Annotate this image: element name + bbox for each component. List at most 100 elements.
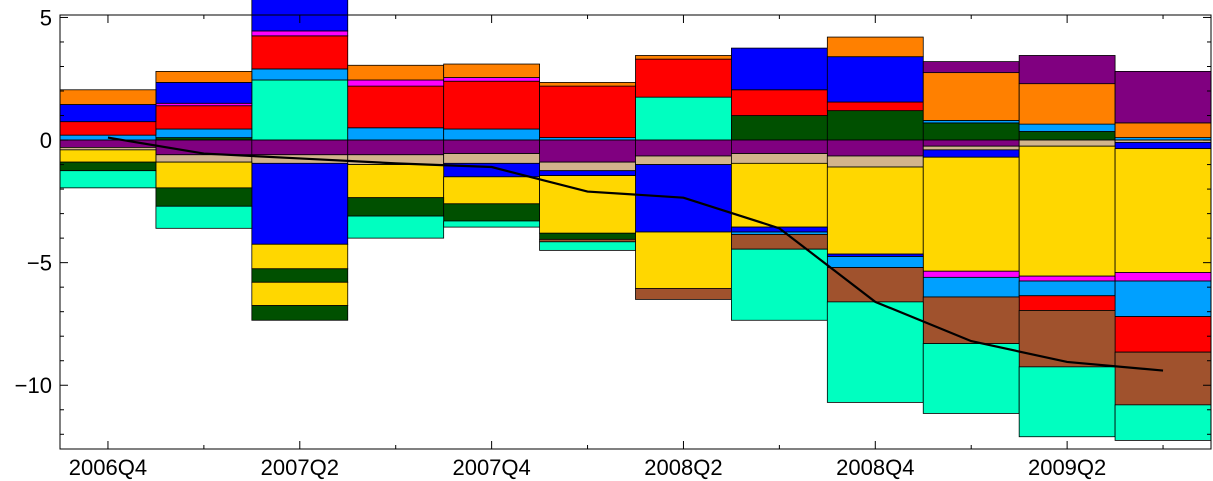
bar-segment-2007Q1-s3 <box>155 105 253 130</box>
bar-segment-2009Q1-s9 <box>922 145 1020 151</box>
bar-segment-2009Q2-s6 <box>1018 83 1116 125</box>
bar-segments <box>59 0 1212 441</box>
bar-segment-2008Q3-s11 <box>731 162 828 228</box>
bar-segment-2008Q3-s5 <box>731 47 828 91</box>
bar-segment-2008Q1-s6 <box>539 82 636 87</box>
bar-segment-2009Q1-s17 <box>922 296 1020 344</box>
total-line <box>107 136 1164 372</box>
bar-segment-2007Q2-s10 <box>251 162 349 245</box>
bar-segment-2007Q4-s6 <box>443 63 540 78</box>
bar-segment-2008Q2-s3 <box>635 58 732 98</box>
bar-segment-2008Q4-s1 <box>826 110 924 141</box>
bar-segment-2009Q2-s17 <box>1018 310 1116 368</box>
y-tick-label: 0 <box>40 128 52 153</box>
bar-segment-2006Q4-s6 <box>59 89 157 105</box>
bar-segment-2008Q3-s18 <box>731 248 828 321</box>
bar-segment-2009Q3-s18 <box>1114 404 1212 441</box>
x-axis: 2006Q4 2007Q2 2007Q4 2008Q2 2008Q4 2009Q2 <box>69 15 1164 480</box>
bar-segment-2008Q2-s0 <box>635 96 732 141</box>
bar-segment-2008Q2-s6 <box>635 55 732 60</box>
bar-segment-2008Q4-s6 <box>826 36 924 58</box>
bar-segment-2007Q2-s3 <box>251 35 349 70</box>
bar-segment-2008Q1-s18 <box>539 241 636 251</box>
bar-segment-2007Q4-s16 <box>443 203 540 222</box>
bar-segment-2007Q3-s8 <box>347 139 445 156</box>
bar-segment-2006Q4-s3 <box>59 121 157 136</box>
bar-segment-2009Q1-s12 <box>922 270 1020 278</box>
x-tick-label: 2008Q2 <box>644 455 722 480</box>
bar-segment-2007Q1-s18 <box>155 205 253 229</box>
bar-segment-2008Q1-s10 <box>539 170 636 176</box>
bar-segment-2009Q2-s14 <box>1018 280 1116 297</box>
bar-segment-2007Q2-s0 <box>251 79 349 141</box>
bar-segment-2009Q3-s12 <box>1114 272 1212 282</box>
bar-segment-2009Q1-s7 <box>922 61 1020 74</box>
bar-segment-2009Q2-s12 <box>1018 275 1116 282</box>
x-tick-label: 2009Q2 <box>1028 455 1106 480</box>
bar-segment-2007Q3-s4 <box>347 79 445 87</box>
bar-segment-2007Q4-s18 <box>443 220 540 228</box>
bar-segment-2008Q4-s9 <box>826 155 924 168</box>
bar-segment-2007Q2-s4 <box>251 30 349 37</box>
bar-segment-2008Q1-s16 <box>539 232 636 240</box>
bar-segment-2009Q2-s11 <box>1018 145 1116 277</box>
bar-segment-2007Q4-s9 <box>443 153 540 164</box>
bar-segment-2007Q3-s3 <box>347 85 445 129</box>
bar-segment-2008Q1-s3 <box>539 85 636 139</box>
bar-segment-2007Q3-s18 <box>347 215 445 239</box>
bar-segment-2009Q1-s10 <box>922 149 1020 158</box>
bar-segment-2008Q1-s11 <box>539 175 636 234</box>
bar-segment-2007Q3-s2 <box>347 127 445 141</box>
bar-segment-2009Q2-s15 <box>1018 295 1116 311</box>
bar-segment-2006Q4-s2 <box>59 134 157 141</box>
bar-segment-2007Q3-s11 <box>347 164 445 199</box>
bar-segment-2009Q1-s14 <box>922 276 1020 298</box>
bar-segment-2009Q1-s11 <box>922 156 1020 272</box>
bar-segment-2006Q4-s16 <box>59 161 157 172</box>
bar-segment-2007Q2-s8 <box>251 139 349 156</box>
bar-segment-2008Q4-s5 <box>826 56 924 103</box>
bar-segment-2009Q3-s6 <box>1114 122 1212 138</box>
bar-segment-2007Q4-s11 <box>443 176 540 205</box>
bar-segment-2008Q4-s17 <box>826 267 924 303</box>
bar-segment-2008Q3-s17 <box>731 234 828 250</box>
bar-segment-2007Q2-s16 <box>251 268 349 283</box>
bar-segment-2009Q3-s11 <box>1114 148 1212 273</box>
bar-segment-2007Q3-s6 <box>347 64 445 81</box>
bar-segment-2007Q3-s16 <box>347 197 445 217</box>
bar-segment-2007Q2-s20 <box>251 305 349 321</box>
bar-segment-2007Q1-s16 <box>155 187 253 207</box>
x-tick-label: 2008Q4 <box>836 455 914 480</box>
bar-segment-2007Q1-s6 <box>155 71 253 83</box>
bar-segment-2008Q2-s8 <box>635 139 732 157</box>
bar-segment-2008Q4-s14 <box>826 256 924 268</box>
bar-segment-2007Q1-s11 <box>155 161 253 189</box>
x-tick-label: 2006Q4 <box>69 455 147 480</box>
bar-segment-2009Q3-s10 <box>1114 142 1212 150</box>
bar-segment-2008Q4-s8 <box>826 139 924 157</box>
bar-segment-2008Q4-s11 <box>826 166 924 255</box>
bar-segment-2007Q2-s19 <box>251 281 349 306</box>
bar-segment-2009Q2-s7 <box>1018 55 1116 85</box>
bar-segment-2007Q2-s2 <box>251 68 349 81</box>
bar-segment-2009Q3-s14 <box>1114 280 1212 317</box>
bar-segment-2008Q1-s9 <box>539 161 636 172</box>
bar-segment-2007Q1-s2 <box>155 128 253 139</box>
bar-segment-2009Q1-s8 <box>922 139 1020 147</box>
bar-segment-2008Q1-s8 <box>539 139 636 163</box>
bar-segment-2007Q4-s4 <box>443 77 540 82</box>
bar-segment-2007Q4-s3 <box>443 80 540 130</box>
bar-segment-2008Q3-s3 <box>731 89 828 116</box>
bar-segment-2008Q3-s1 <box>731 115 828 141</box>
bar-segment-2007Q4-s2 <box>443 128 540 141</box>
bar-segment-2009Q1-s1 <box>922 122 1020 141</box>
bar-segment-2008Q3-s8 <box>731 139 828 154</box>
bar-segment-2008Q2-s17 <box>635 287 732 300</box>
y-tick-label: −5 <box>27 251 52 276</box>
bar-segment-2006Q4-s18 <box>59 170 157 189</box>
bar-segment-2008Q4-s18 <box>826 301 924 403</box>
bar-segment-2009Q2-s2 <box>1018 123 1116 132</box>
bar-segment-2006Q4-s11 <box>59 149 157 163</box>
